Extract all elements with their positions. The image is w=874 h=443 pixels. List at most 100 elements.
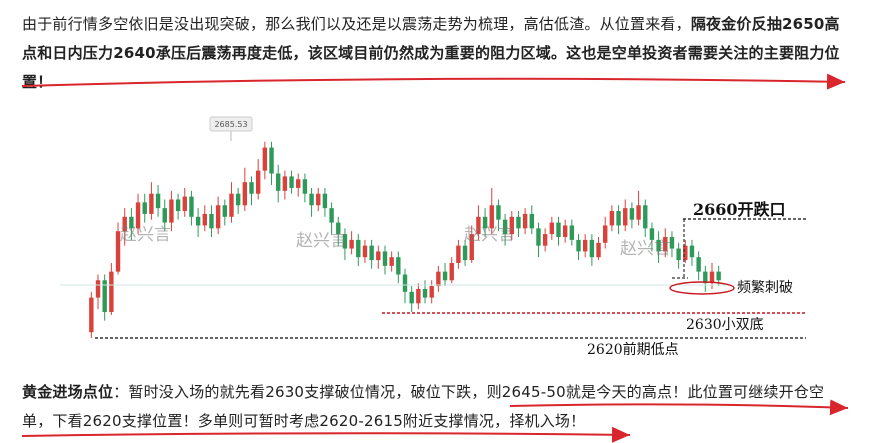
intro-text: 由于前行情多空依旧是没出现突破，那么我们以及还是以震荡走势为梳理，高估低渣。从位… — [22, 15, 691, 33]
trade-text: ：暂时没入场的就先看2630支撑破位情况，破位下跌，则2645-50就是今天的高… — [22, 383, 825, 430]
candle-body — [502, 219, 508, 235]
gap-annotation: 2660开跌口 — [693, 200, 786, 219]
candle-body — [336, 222, 341, 235]
candle-body — [636, 205, 641, 220]
candle-body — [656, 239, 661, 252]
trade-label: 黄金进场点位 — [22, 383, 114, 401]
peak-label: 2685.53 — [214, 120, 247, 129]
watermark: 赵兴言 — [120, 225, 171, 245]
candle-body — [296, 179, 301, 188]
candle-body — [269, 147, 274, 174]
candle-body — [89, 297, 94, 333]
candle-body — [182, 196, 187, 212]
candle-body — [215, 205, 221, 229]
candle-body — [162, 208, 167, 223]
trade-paragraph: 黄金进场点位：暂时没入场的就先看2630支撑破位情况，破位下跌，则2645-50… — [22, 378, 852, 436]
candle-body — [349, 239, 354, 249]
candle-body — [462, 245, 468, 261]
candle-body — [316, 193, 321, 206]
candle-body — [149, 193, 154, 214]
candle-body — [683, 245, 688, 261]
candle-body — [255, 170, 261, 194]
candle-body — [155, 193, 161, 209]
candle-body — [542, 234, 548, 246]
peak-marker: 2685.53 — [209, 116, 253, 141]
candle-body — [582, 239, 588, 252]
candle-body — [516, 216, 521, 229]
candle-body — [522, 213, 528, 229]
candle-body — [209, 213, 214, 229]
candle-body — [402, 274, 408, 292]
candle-body — [676, 248, 681, 261]
candle-body — [609, 211, 615, 226]
candle-body — [663, 237, 668, 252]
candle-body — [329, 208, 334, 223]
candle-body — [95, 280, 101, 298]
candle-body — [549, 222, 555, 235]
candle-body — [643, 205, 648, 229]
candle-body — [569, 225, 575, 240]
candle-body — [275, 173, 281, 191]
candle-body — [596, 242, 601, 258]
candle-body — [175, 199, 181, 212]
candle-body — [436, 271, 441, 287]
candle-body — [409, 291, 414, 304]
candle-body — [202, 213, 207, 226]
candle-body — [102, 280, 107, 313]
candle-body — [496, 205, 501, 220]
candlestick-chart: 2685.53 赵兴言 赵兴言 赵兴言 赵兴言 2660开跌口 频繁刺破 263… — [60, 116, 806, 358]
candle-body — [122, 216, 127, 232]
candle-body — [249, 182, 254, 194]
candle-body — [529, 213, 535, 229]
intro-paragraph: 由于前行情多空依旧是没出现突破，那么我们以及还是以震荡走势为梳理，高估低渣。从位… — [22, 10, 852, 97]
candle-body — [689, 245, 695, 258]
candle-body — [342, 234, 348, 249]
break-ellipse — [669, 281, 735, 295]
candle-body — [189, 196, 194, 217]
candle-body — [302, 179, 308, 194]
candle-body — [309, 193, 314, 206]
candle-body — [369, 245, 374, 261]
candle-body — [109, 271, 114, 313]
candle-body — [416, 288, 421, 304]
candle-body — [289, 176, 294, 188]
candle-body — [509, 216, 514, 235]
candle-body — [589, 239, 595, 258]
candle-body — [282, 176, 288, 191]
prior-low-annotation: 2620前期低点 — [587, 341, 679, 358]
candle-body — [476, 216, 481, 235]
candle-body — [669, 237, 675, 249]
candle-body — [396, 257, 401, 275]
double-bottom-annotation: 2630小双底 — [686, 317, 764, 333]
candle-body — [623, 208, 628, 226]
candle-body — [442, 271, 448, 281]
candle-body — [576, 239, 581, 252]
watermark: 赵兴言 — [296, 231, 347, 251]
candle-body — [482, 216, 488, 229]
candle-body — [389, 257, 394, 266]
candle-body — [242, 182, 248, 206]
candle-body — [362, 245, 368, 258]
candle-body — [562, 225, 568, 237]
candle-body — [229, 193, 234, 217]
candle-body — [556, 222, 561, 237]
candle-body — [616, 211, 621, 226]
candle-body — [222, 205, 228, 217]
candle-body — [322, 193, 328, 209]
candle-body — [696, 257, 701, 272]
candle-body — [629, 208, 635, 220]
candle-body — [703, 271, 708, 284]
candle-body — [235, 193, 241, 206]
candle-body — [129, 216, 134, 229]
candle-body — [376, 251, 381, 261]
candle-body — [489, 205, 494, 229]
candle-body — [382, 251, 388, 266]
candle-body — [716, 271, 721, 281]
candle-body — [422, 288, 428, 298]
candle-body — [135, 202, 141, 229]
candle-body — [262, 147, 268, 171]
candle-body — [195, 216, 201, 226]
candle-body — [142, 202, 147, 214]
candle-body — [536, 228, 541, 246]
watermark: 赵兴言 — [620, 239, 671, 259]
